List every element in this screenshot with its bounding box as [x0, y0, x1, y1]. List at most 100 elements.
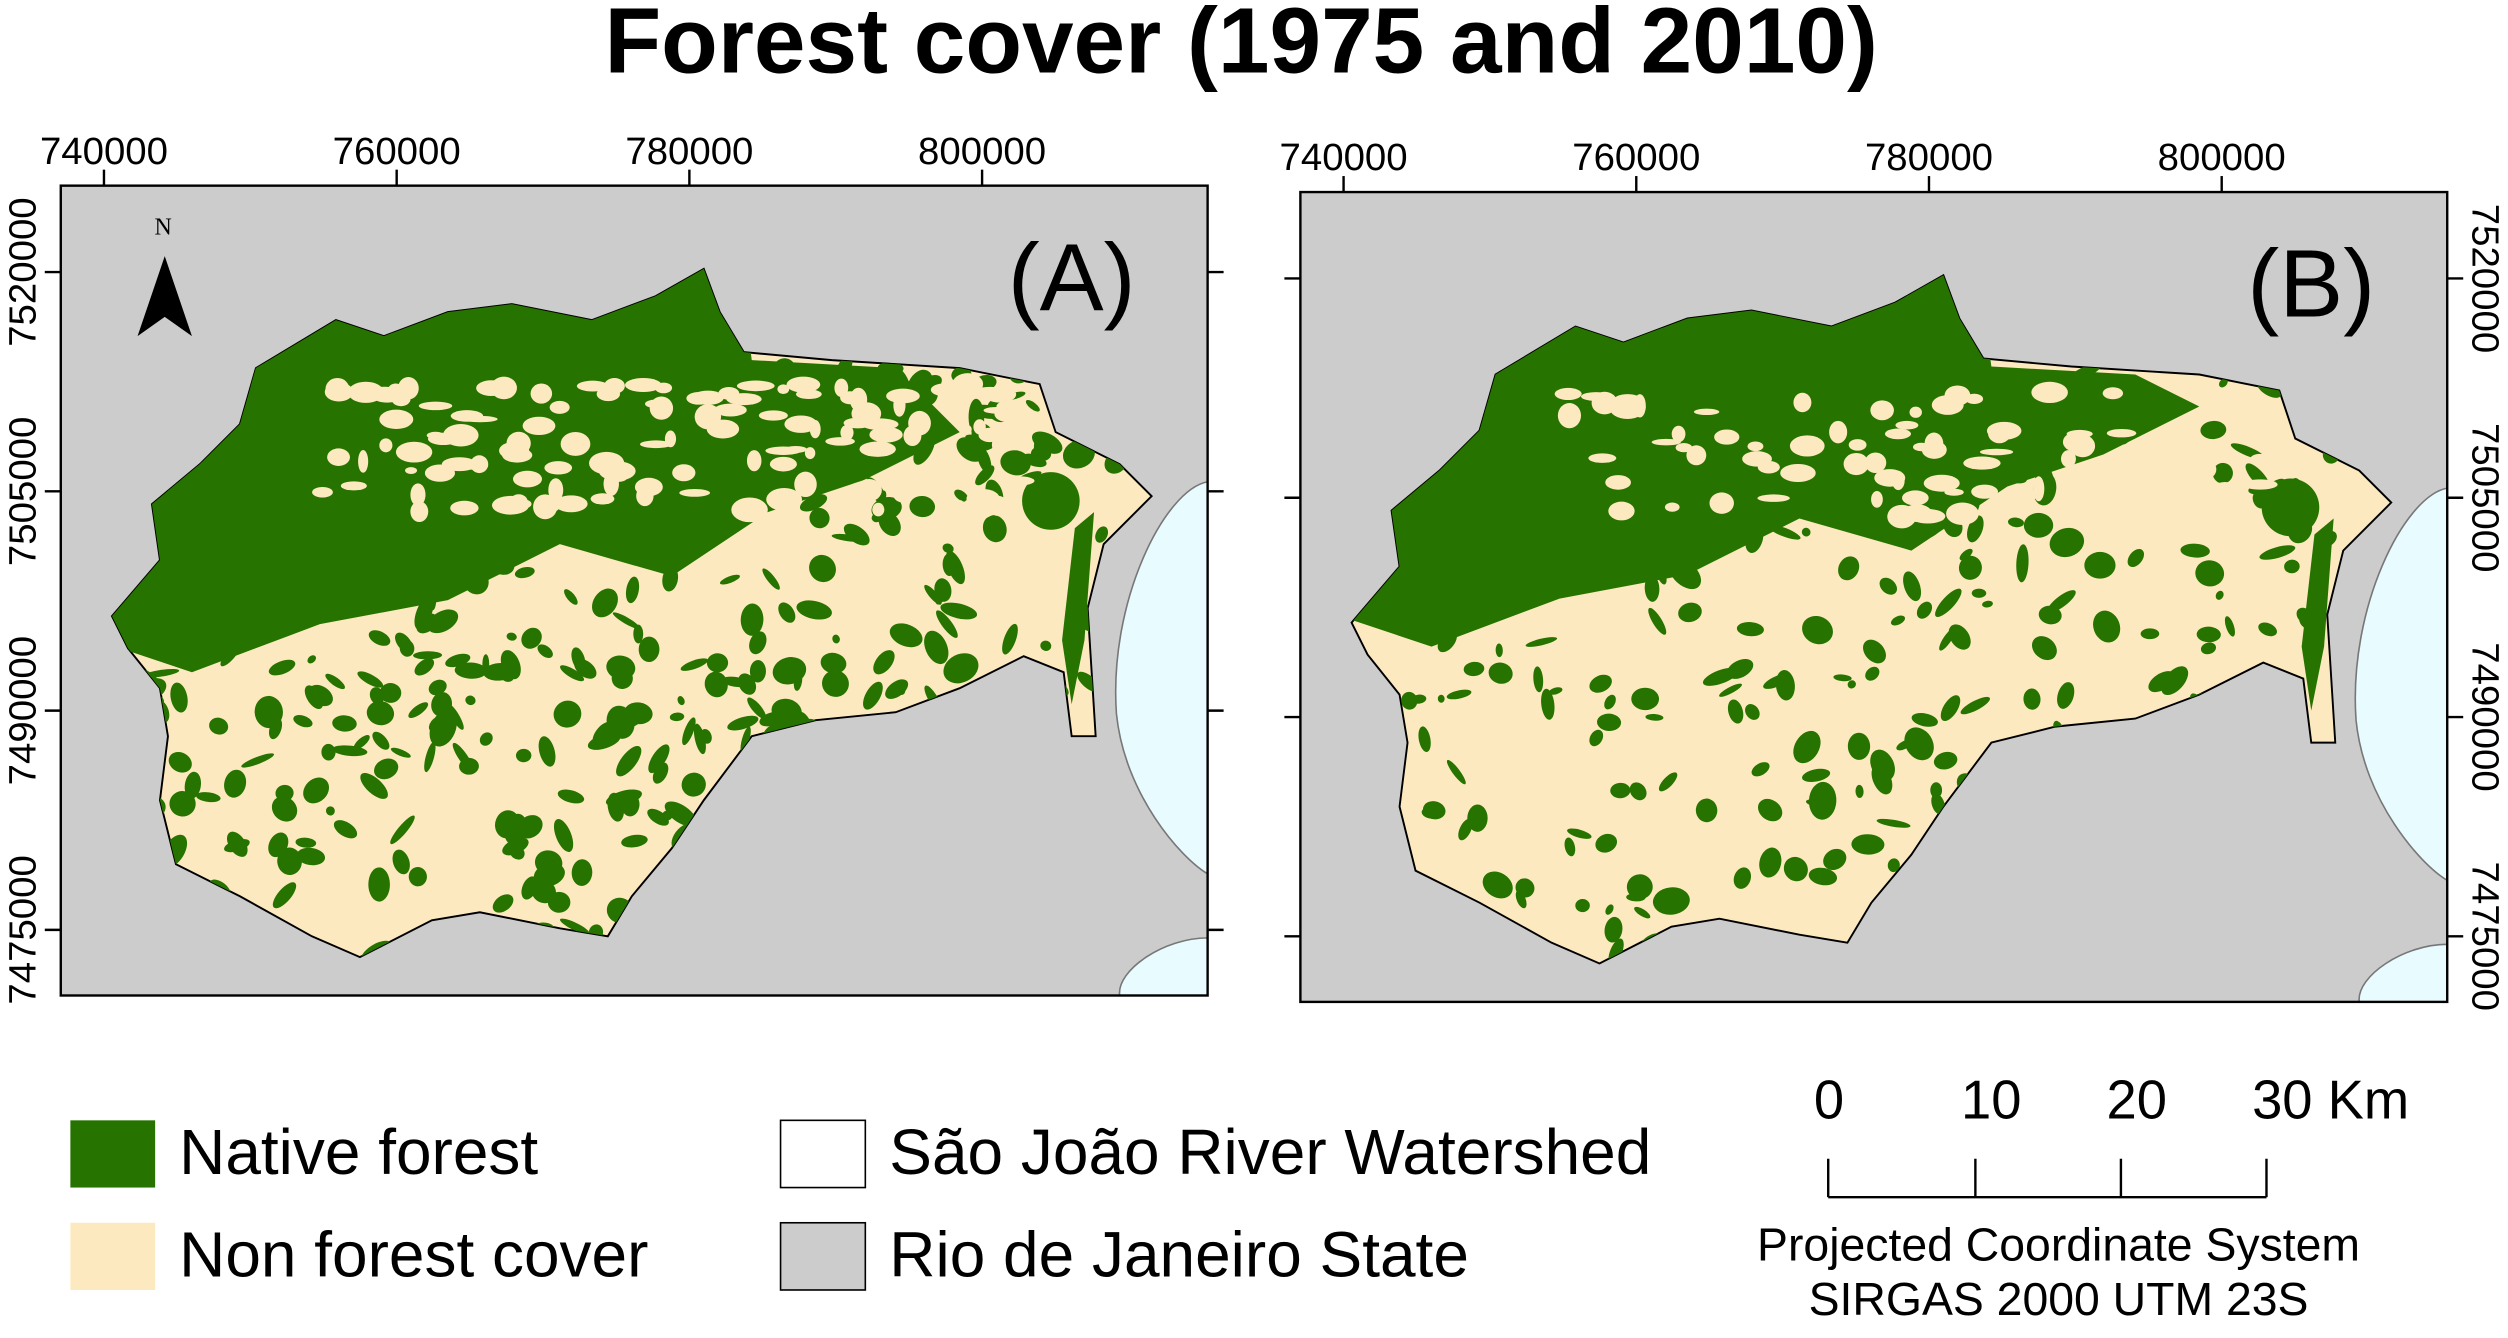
- beige-clearing: [499, 441, 530, 460]
- beige-clearing: [1709, 492, 1734, 514]
- beige-clearing: [560, 431, 591, 456]
- forest-patch: [255, 387, 270, 403]
- forest-patch: [1575, 899, 1590, 913]
- forest-patch: [2252, 491, 2267, 509]
- forest-patch: [677, 696, 685, 706]
- forest-patch: [506, 632, 517, 641]
- forest-patch: [727, 715, 759, 731]
- forest-patch: [1533, 666, 1544, 693]
- forest-patch: [232, 619, 262, 637]
- beige-clearing: [804, 447, 816, 460]
- forest-patch: [272, 882, 297, 909]
- forest-patch: [295, 837, 317, 848]
- forest-patch: [399, 639, 415, 657]
- forest-patch: [1678, 602, 1702, 623]
- panel-frame: [59, 184, 1209, 997]
- forest-patch: [820, 652, 847, 674]
- forest-patch: [2000, 468, 2027, 484]
- beige-clearing: [2114, 504, 2133, 515]
- forest-patch: [281, 448, 295, 460]
- forest-patch: [586, 537, 617, 555]
- forest-patch: [1887, 858, 1900, 873]
- forest-patch: [531, 879, 556, 904]
- forest-patch: [1851, 834, 1885, 855]
- forest-patch: [1695, 798, 1718, 823]
- beige-clearing: [427, 432, 459, 446]
- forest-patch: [681, 772, 706, 797]
- beige-clearing: [795, 389, 822, 399]
- forest-patch: [1879, 577, 1898, 595]
- forest-patch: [2057, 682, 2075, 709]
- forest-patch: [1687, 368, 1713, 394]
- forest-patch: [1955, 365, 1989, 382]
- forest-patch: [234, 458, 249, 477]
- beige-clearing: [809, 420, 821, 439]
- forest-patch: [286, 468, 307, 490]
- forest-patch: [1621, 368, 1643, 403]
- forest-patch: [196, 553, 214, 568]
- x-tick-label: 740000: [1280, 136, 1408, 179]
- forest-patch: [975, 465, 995, 486]
- beige-clearing: [522, 416, 556, 436]
- forest-patch: [353, 735, 370, 750]
- beige-clearing: [533, 494, 558, 520]
- forest-patch: [1935, 588, 1962, 617]
- forest-patch: [299, 454, 313, 467]
- forest-patch: [1802, 768, 1831, 783]
- forest-patch: [1876, 351, 1891, 384]
- forest-patch: [288, 601, 319, 631]
- forest-patch: [1597, 713, 1622, 731]
- forest-patch: [1859, 317, 1882, 338]
- forest-patch: [647, 808, 669, 826]
- forest-patch: [835, 355, 853, 381]
- forest-patch: [936, 610, 958, 638]
- beige-clearing: [2151, 435, 2178, 457]
- forest-patch: [2180, 543, 2210, 558]
- y-tick-label: 7475000: [2, 855, 45, 1004]
- forest-patch: [1959, 548, 1973, 561]
- forest-patch: [1446, 689, 1472, 700]
- forest-patch: [161, 608, 190, 630]
- forest-patch: [738, 673, 757, 695]
- beige-clearing: [1581, 392, 1612, 401]
- x-tick-label: 740000: [40, 130, 168, 173]
- forest-patch: [227, 579, 266, 594]
- beige-clearing: [1605, 475, 1631, 490]
- beige-clearing: [405, 467, 418, 474]
- forest-patch: [1898, 397, 1916, 406]
- ocean: [1114, 480, 1208, 996]
- forest-patch: [2012, 384, 2025, 410]
- beige-clearing: [544, 461, 573, 475]
- forest-patch: [1727, 699, 1744, 724]
- x-tick-label: 780000: [1865, 136, 1993, 179]
- beige-clearing: [655, 382, 673, 394]
- beige-clearing: [840, 424, 854, 441]
- forest-patch: [379, 683, 402, 703]
- forest-patch: [2049, 527, 2085, 558]
- forest-patch: [1775, 670, 1795, 701]
- beige-clearing: [1874, 469, 1906, 487]
- forest-patch: [220, 645, 240, 667]
- forest-patch: [2212, 462, 2233, 484]
- beige-clearing: [1871, 491, 1883, 508]
- beige-clearing: [825, 437, 855, 446]
- forest-patch: [392, 849, 410, 875]
- beige-clearing: [1909, 406, 1922, 418]
- forest-patch: [942, 543, 954, 554]
- x-tick-label: 760000: [1572, 136, 1700, 179]
- forest-patch: [2084, 551, 2116, 579]
- forest-patch: [747, 697, 767, 719]
- forest-patch: [2317, 530, 2337, 548]
- forest-patch: [2200, 642, 2217, 655]
- forest-patch: [286, 362, 308, 378]
- forest-patch: [606, 705, 635, 739]
- forest-patch: [385, 563, 407, 589]
- forest-patch: [471, 360, 495, 382]
- map-panel: 740000 760000 780000 800000 7520000 7505000 74…: [1280, 136, 2507, 1011]
- forest-patch: [642, 643, 652, 659]
- forest-patch: [2259, 545, 2296, 560]
- forest-patch: [831, 533, 866, 542]
- beige-clearing: [1671, 425, 1686, 443]
- forest-patch: [2023, 512, 2054, 538]
- forest-patch: [479, 732, 493, 746]
